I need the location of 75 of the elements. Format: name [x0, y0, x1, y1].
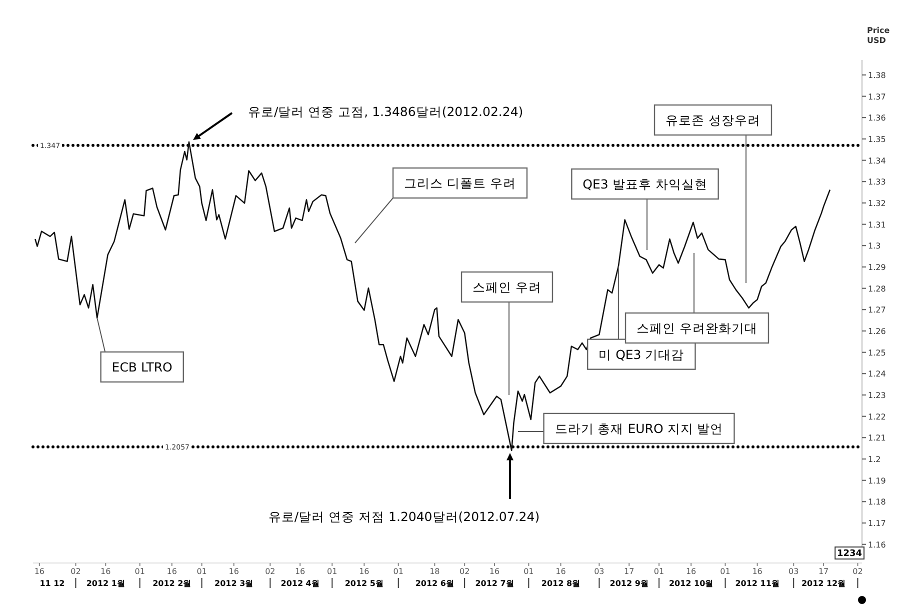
y-tick-label: 1.3 — [868, 242, 881, 251]
y-tick-label: 1.32 — [868, 198, 886, 208]
x2-tick-label: 2012 11월 — [735, 579, 780, 588]
annotation: 유로존 성장우려 — [666, 112, 760, 128]
x-tick-label: 18 — [430, 567, 440, 576]
x2-tick-label: 2012 5월 — [344, 579, 384, 588]
y-tick-label: 1.19 — [868, 476, 886, 486]
y-tick-label: 1.24 — [868, 370, 886, 379]
y-tick-label: 1.29 — [868, 262, 886, 272]
x-tick-label: 17 — [818, 567, 829, 576]
x2-tick-label: 2012 10월 — [668, 579, 714, 588]
x-tick-label: 02 — [70, 567, 81, 576]
x-tick-label: 16 — [686, 567, 696, 576]
annotation: 1234 — [837, 549, 862, 559]
annotation: 스페인 우려 — [472, 280, 542, 294]
annotation: 드라기 총재 EURO 지지 발언 — [554, 420, 724, 436]
x2-tick-label: 2012 9월 — [610, 579, 648, 588]
x2-tick-label: 2012 3월 — [214, 579, 254, 588]
y-tick-label: 1.23 — [868, 390, 886, 400]
y-tick-label: 1.18 — [868, 498, 886, 507]
x2-tick-label: 2012 1월 — [86, 579, 125, 588]
x-tick-label: 01 — [327, 567, 338, 576]
x2-tick-label: 11 12 — [40, 579, 65, 588]
y-tick-label: 1.22 — [868, 412, 886, 422]
y-tick-label: 1.31 — [868, 220, 886, 230]
x-tick-label: 17 — [624, 567, 634, 576]
annotation: QE3 발표후 차익실현 — [582, 176, 708, 192]
y-tick-label: 1.25 — [868, 348, 886, 358]
x-tick-label: 01 — [524, 567, 534, 576]
x-tick-label: 16 — [489, 567, 500, 576]
y-tick-label: 1.17 — [868, 518, 886, 528]
x-tick-label: 01 — [196, 567, 207, 576]
annotation: 미 QE3 기대감 — [598, 346, 684, 362]
x-tick-label: 16 — [100, 567, 111, 576]
y-tick-label: 1.26 — [868, 326, 886, 336]
x-tick-label: 16 — [556, 567, 566, 576]
y-tick-label: 1.2 — [868, 454, 881, 464]
y-axis-title: Price USD — [867, 26, 890, 45]
x2-tick-label: 2012 7월 — [475, 579, 514, 588]
annotation: ECB LTRO — [112, 359, 173, 374]
x-tick-label: 16 — [294, 567, 306, 576]
y-tick-label: 1.27 — [868, 306, 886, 315]
y-tick-label: 1.21 — [868, 434, 886, 443]
y-tick-label: 1.37 — [868, 92, 886, 102]
y-tick-label: 1.35 — [868, 134, 886, 144]
y-tick-label: 1.36 — [868, 114, 886, 123]
y-tick-label: 1.34 — [868, 156, 886, 166]
annotation: 스페인 우려완화기대 — [636, 320, 758, 336]
x-tick-label: 03 — [594, 567, 604, 576]
y-tick-label: 1.33 — [868, 178, 886, 187]
y-tick-label: 1.38 — [868, 70, 886, 80]
x2-tick-label: 2012 6월 — [415, 579, 454, 588]
line-series — [34, 141, 831, 452]
x2-tick-label: 2012 8월 — [541, 579, 580, 588]
x-tick-label: 16 — [752, 567, 762, 576]
x-tick-label: 16 — [34, 567, 45, 576]
x-tick-label: 01 — [393, 567, 404, 576]
annotation: 그리스 디폴트 우려 — [404, 176, 516, 190]
x-tick-label: 02 — [265, 567, 276, 576]
x-tick-label: 16 — [228, 567, 239, 576]
x-tick-label: 02 — [460, 567, 470, 576]
x-tick-label: 16 — [359, 567, 370, 576]
x-tick-label: 02 — [852, 567, 863, 576]
annotation: 유로/달러 연중 저점 1.2040달러(2012.07.24) — [268, 509, 540, 524]
x2-tick-label: 2012 12월 — [801, 579, 846, 588]
x-tick-label: 01 — [720, 567, 730, 576]
y-tick-label: 1.16 — [868, 540, 886, 550]
x2-tick-label: 2012 4월 — [280, 579, 320, 588]
x-tick-label: 16 — [166, 567, 177, 576]
annotation: 유로/달러 연중 고점, 1.3486달러(2012.02.24) — [248, 104, 524, 119]
y-tick-label: 1.28 — [868, 284, 886, 294]
x-tick-label: 03 — [788, 567, 799, 576]
x-tick-label: 01 — [134, 567, 145, 576]
x2-tick-label: 2012 2월 — [152, 579, 192, 588]
x-tick-label: 01 — [654, 567, 664, 576]
